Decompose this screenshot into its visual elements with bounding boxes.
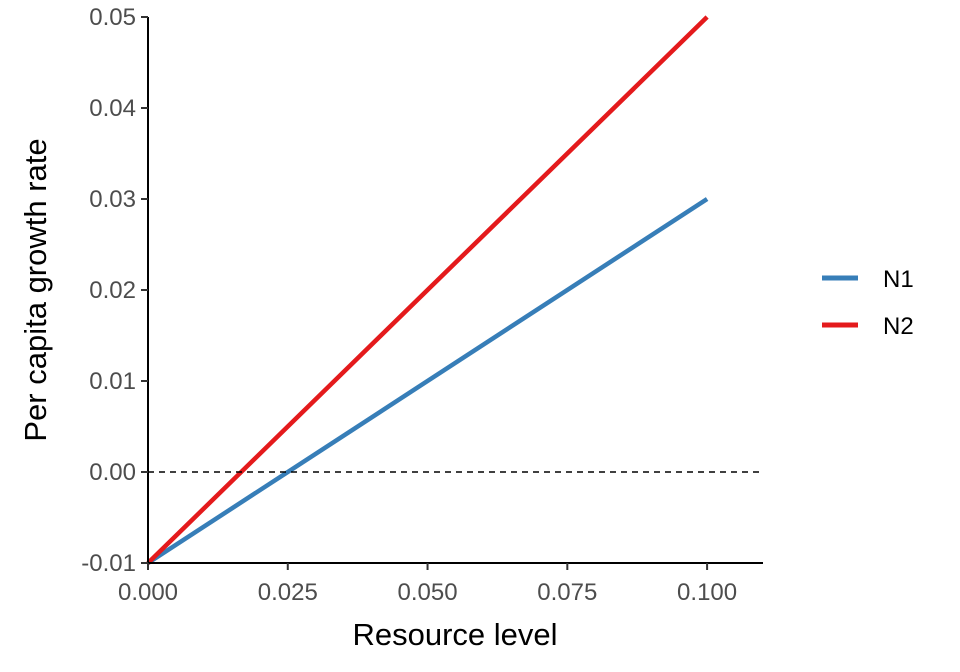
x-tick-label: 0.000 [118, 579, 178, 606]
series-layer [146, 15, 709, 565]
legend-label-n1: N1 [883, 266, 914, 293]
x-tick-label: 0.075 [537, 579, 597, 606]
y-tick-label: -0.01 [81, 550, 136, 577]
y-tick-label: 0.04 [89, 95, 136, 122]
y-axis-ticks: -0.01 0.00 0.01 0.02 0.03 0.04 0.05 [81, 4, 148, 577]
series-line-n1 [146, 197, 709, 565]
y-tick-label: 0.05 [89, 4, 136, 31]
y-tick-label: 0.01 [89, 368, 136, 395]
legend-label-n2: N2 [883, 313, 914, 340]
y-tick-label: 0.02 [89, 277, 136, 304]
y-axis-title: Per capita growth rate [18, 138, 53, 441]
series-line-n2 [146, 15, 709, 565]
x-axis-title: Resource level [352, 617, 557, 652]
x-axis-ticks: 0.000 0.025 0.050 0.075 0.100 [118, 563, 737, 606]
x-tick-label: 0.050 [398, 579, 458, 606]
y-tick-label: 0.03 [89, 186, 136, 213]
y-tick-label: 0.00 [89, 459, 136, 486]
legend: N1 N2 [822, 266, 914, 340]
x-tick-label: 0.025 [258, 579, 318, 606]
x-tick-label: 0.100 [677, 579, 737, 606]
